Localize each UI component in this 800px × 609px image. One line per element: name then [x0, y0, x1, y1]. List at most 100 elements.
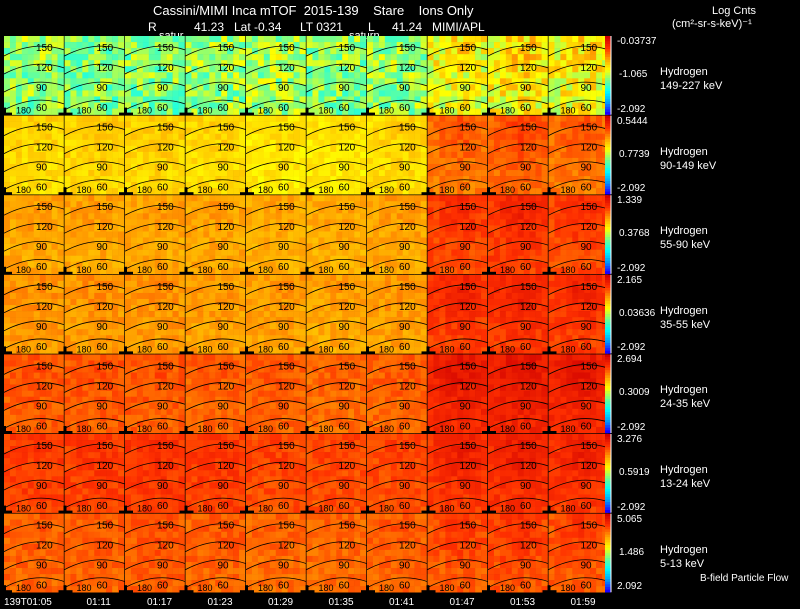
contour-label: 150: [97, 123, 114, 134]
contour-label: 120: [520, 302, 537, 313]
contour-label: 180: [319, 504, 334, 514]
contour-label: 120: [399, 63, 416, 74]
contour-label: 60: [36, 501, 48, 512]
contour-label: 90: [339, 163, 351, 174]
contour-label: 60: [278, 183, 290, 194]
contour-label: 180: [258, 185, 273, 195]
contour-label: 150: [520, 43, 537, 54]
contour-label: 60: [157, 262, 169, 273]
image-panel: 150 120 90 60 180: [300, 115, 368, 200]
contour-label: 60: [339, 581, 351, 592]
x-tick-label: 01:17: [147, 597, 173, 608]
contour-label: 60: [520, 262, 532, 273]
image-panel: 150 120 90 60 180: [179, 36, 247, 120]
contour-label: 120: [36, 541, 53, 552]
image-panel: 150 120 90 60 180: [300, 354, 368, 438]
contour-label: 120: [339, 222, 356, 233]
image-panel: 150 120 90 60 180: [482, 434, 549, 518]
contour-label: 150: [157, 202, 174, 213]
image-panel: 150 120 90 60 180: [482, 354, 549, 438]
contour-label: 150: [460, 123, 477, 134]
image-panel: 150 120 90 60 180: [240, 115, 307, 200]
image-panel: 150 120 90 60 180: [58, 354, 126, 438]
contour-label: 150: [157, 361, 174, 372]
contour-label: 60: [278, 262, 290, 273]
contour-label: 120: [581, 381, 598, 392]
contour-label: 150: [520, 282, 537, 293]
contour-label: 150: [460, 441, 477, 452]
contour-label: 120: [218, 461, 235, 472]
contour-label: 60: [157, 342, 169, 353]
image-panel: 150 120 90 60 180: [0, 36, 65, 120]
r-value: 41.23: [194, 20, 225, 34]
contour-label: 150: [399, 282, 416, 293]
colorbar-max: 2.165: [617, 274, 643, 286]
image-panel: 150 120 90 60 180: [300, 195, 368, 279]
contour-label: 60: [520, 581, 532, 592]
contour-label: 150: [460, 521, 477, 532]
contour-label: 120: [218, 143, 235, 154]
colorbar: [605, 274, 612, 354]
contour-label: 150: [36, 361, 53, 372]
contour-label: 180: [77, 424, 92, 434]
contour-label: 150: [581, 361, 598, 372]
image-panel: 150 120 90 60 180: [421, 195, 489, 279]
contour-label: 180: [16, 265, 31, 275]
species-label: Hydrogen: [660, 145, 708, 158]
contour-label: 150: [97, 282, 114, 293]
contour-label: 180: [379, 185, 394, 195]
contour-label: 180: [319, 106, 334, 116]
contour-label: 60: [339, 262, 351, 273]
contour-label: 180: [198, 106, 213, 116]
contour-label: 60: [97, 262, 109, 273]
contour-label: 60: [399, 262, 411, 273]
contour-label: 180: [561, 504, 576, 514]
l-label: L: [368, 20, 375, 34]
contour-label: 90: [36, 481, 48, 492]
contour-label: 90: [218, 83, 230, 94]
contour-label: 60: [520, 183, 532, 194]
contour-label: 180: [16, 583, 31, 593]
contour-label: 120: [581, 143, 598, 154]
contour-label: 90: [97, 561, 109, 572]
contour-label: 180: [319, 344, 334, 354]
contour-label: 60: [581, 421, 593, 432]
contour-label: 180: [561, 424, 576, 434]
contour-label: 90: [97, 401, 109, 412]
image-panel: 150 120 90 60 180: [179, 513, 247, 598]
contour-label: 180: [77, 106, 92, 116]
image-panel: 150 120 90 60 180: [300, 513, 368, 598]
contour-label: 120: [399, 143, 416, 154]
contour-label: 90: [339, 242, 351, 253]
image-panel: 150 120 90 60 180: [542, 195, 610, 279]
contour-label: 180: [561, 344, 576, 354]
contour-label: 180: [440, 583, 455, 593]
contour-label: 120: [218, 63, 235, 74]
contour-label: 150: [520, 521, 537, 532]
contour-label: 90: [581, 322, 593, 333]
contour-label: 90: [399, 561, 411, 572]
contour-label: 150: [339, 202, 356, 213]
contour-label: 120: [460, 461, 477, 472]
contour-label: 150: [218, 202, 235, 213]
contour-label: 90: [520, 322, 532, 333]
image-panel: 150 120 90 60 180: [300, 274, 368, 359]
contour-label: 60: [157, 501, 169, 512]
contour-label: 60: [460, 581, 472, 592]
contour-label: 180: [500, 504, 515, 514]
contour-label: 120: [97, 222, 114, 233]
x-tick-label: 01:47: [449, 597, 475, 608]
image-panel: 150 120 90 60 180: [58, 274, 126, 359]
colorbar-max: 0.5444: [617, 115, 648, 127]
colorbar-max: -0.03737: [617, 36, 657, 47]
colorbar-max: 3.276: [617, 434, 643, 445]
contour-label: 180: [440, 265, 455, 275]
colorbar: [605, 513, 612, 593]
contour-label: 180: [379, 344, 394, 354]
image-panel: 150 120 90 60 180: [240, 274, 307, 359]
energy-label: 13-24 keV: [660, 478, 711, 490]
image-panel: 150 120 90 60 180: [0, 354, 65, 438]
contour-label: 90: [581, 163, 593, 174]
contour-label: 90: [97, 163, 109, 174]
